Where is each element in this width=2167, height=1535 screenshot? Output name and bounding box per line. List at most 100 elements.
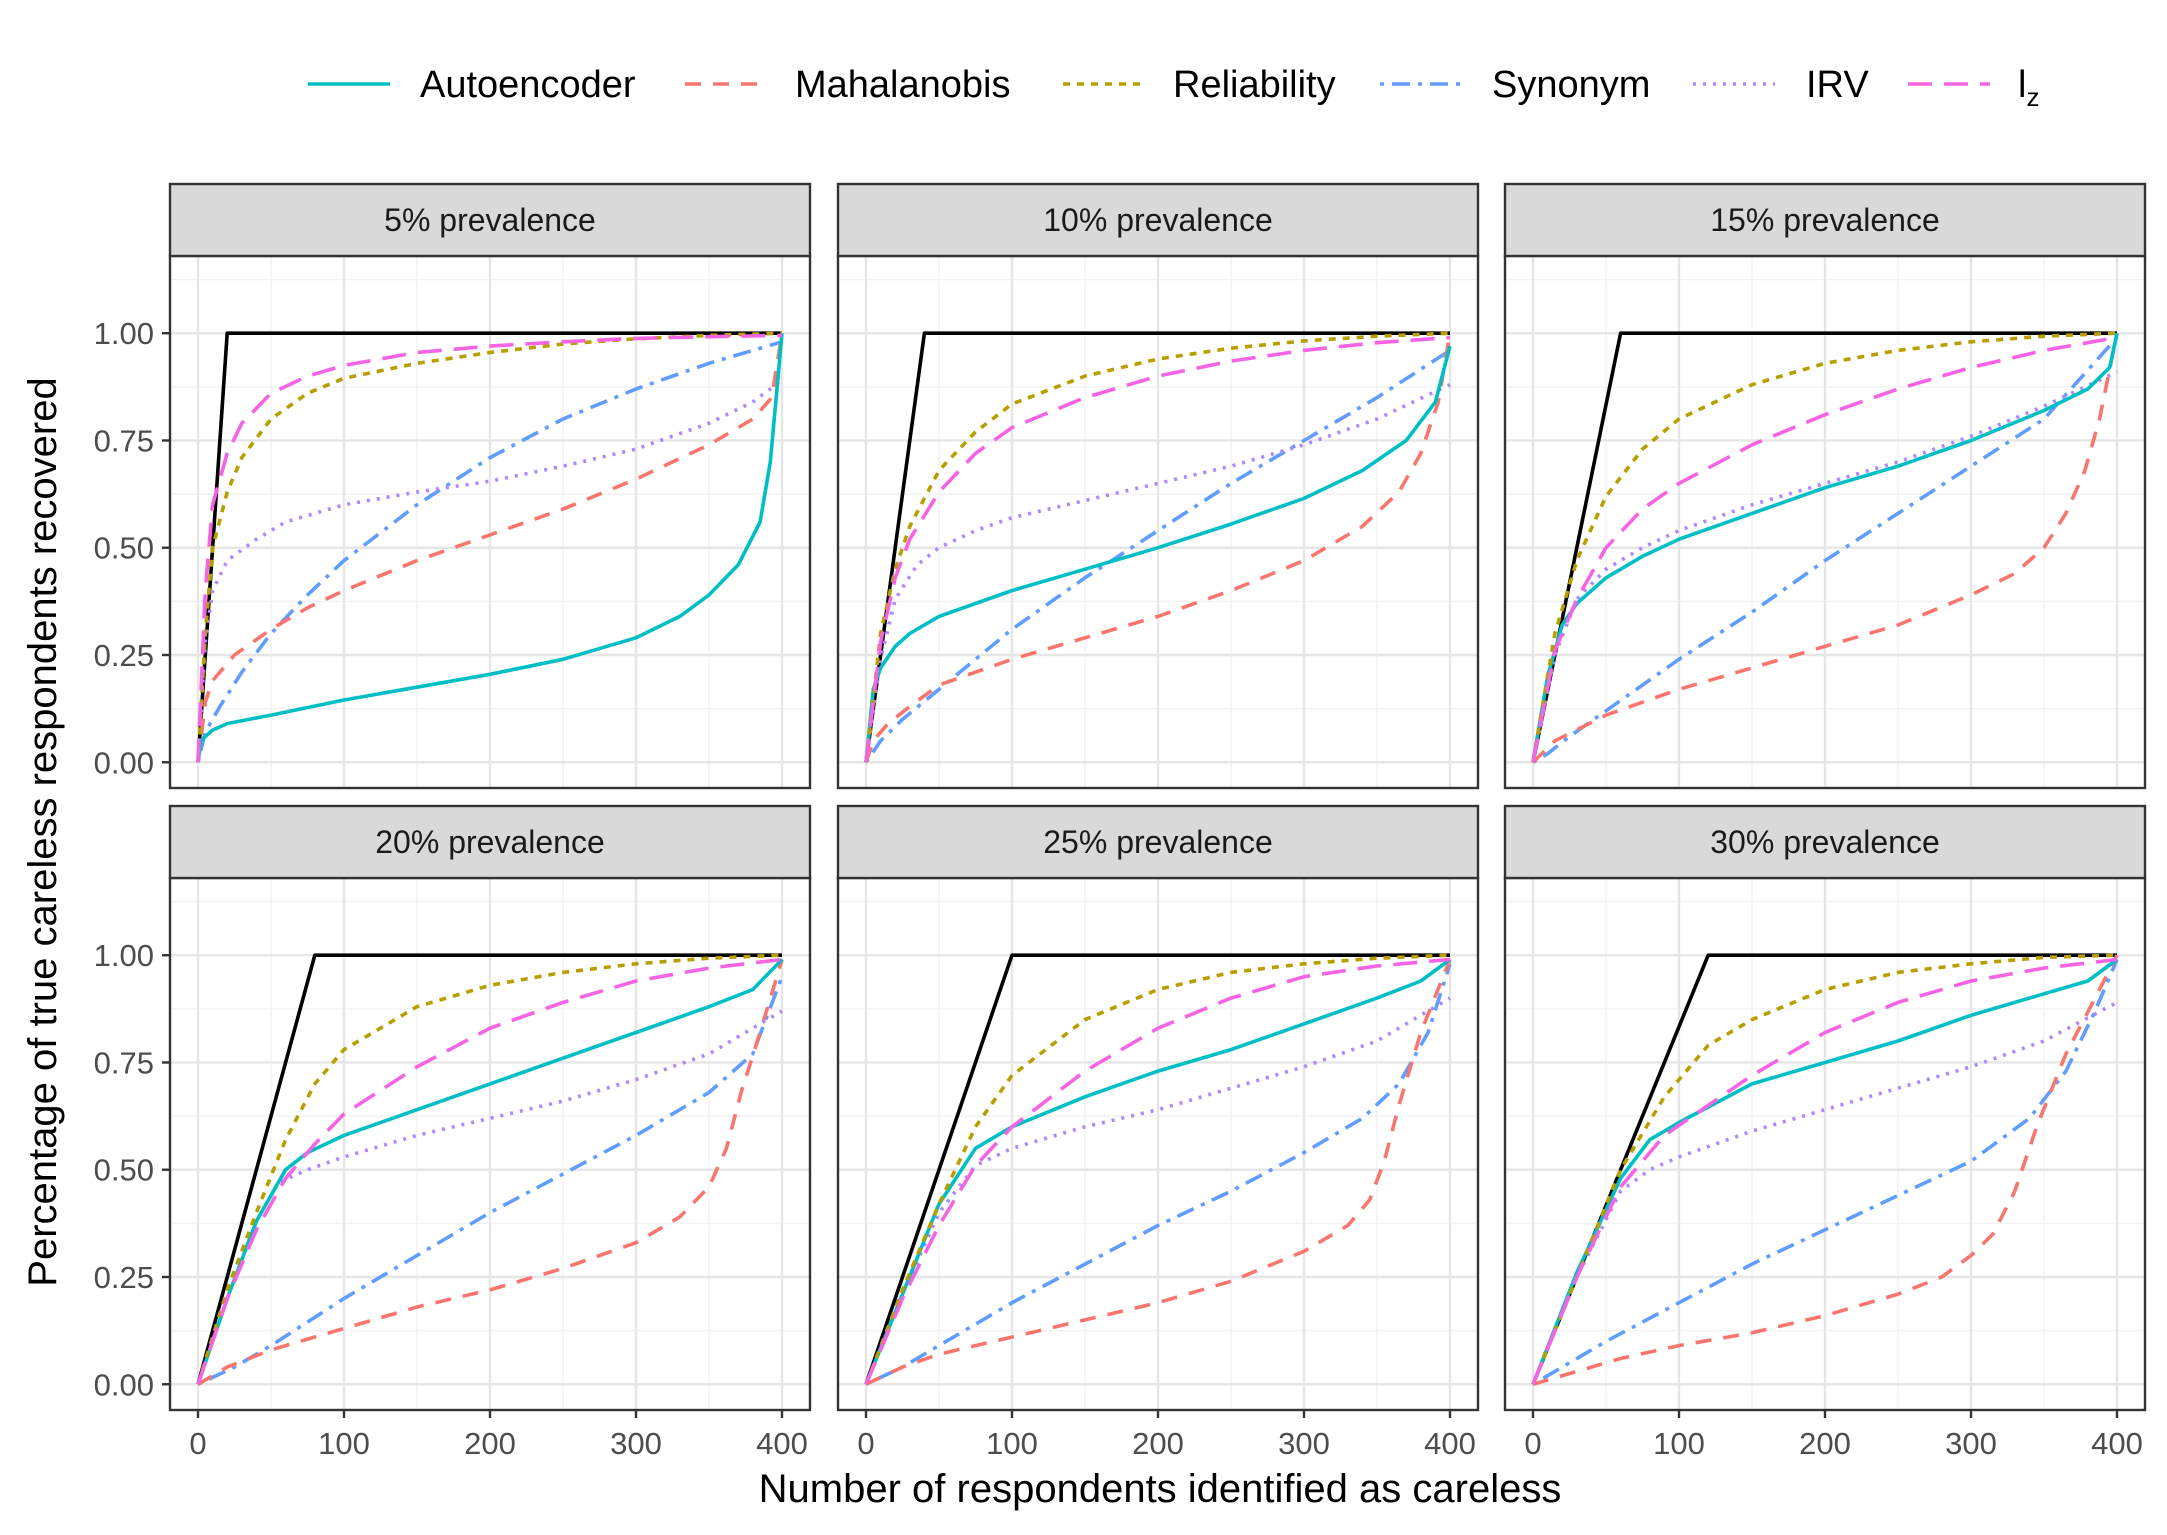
y-tick-label: 0.50: [94, 531, 154, 566]
series-line-autoencoder: [864, 958, 1452, 1385]
legend: Autoencoder Mahalanobis Reliability Synonym…: [308, 64, 2039, 112]
facet-strip-label: 30% prevalence: [1710, 824, 1939, 860]
x-tick-label: 200: [464, 1426, 516, 1461]
series-line-irv: [864, 996, 1451, 1385]
panel-grid: [838, 878, 1478, 1410]
x-tick-label: 400: [756, 1426, 808, 1461]
series-line-mahalanobis: [197, 958, 784, 1386]
facet-strip-label: 20% prevalence: [375, 824, 604, 860]
series-line-irv: [1531, 370, 2118, 763]
y-tick-label: 0.75: [94, 423, 154, 458]
x-tick-label: 100: [1653, 1426, 1705, 1461]
series-line-reliability: [196, 953, 783, 1385]
legend-label-lz: lz: [2018, 64, 2039, 112]
facet-strip: [836, 804, 1480, 880]
facet-strip-label: 15% prevalence: [1710, 202, 1939, 238]
series-line-autoencoder: [864, 345, 1452, 763]
reference-line: [1531, 331, 2117, 763]
legend-item-reliability: Reliability: [1063, 64, 1336, 106]
facet-strip: [836, 182, 1480, 258]
x-tick-label: 200: [1132, 1426, 1184, 1461]
x-axis-title: Number of respondents identified as care…: [759, 1467, 1562, 1511]
panel-lines: [196, 953, 784, 1386]
panel-5: 25% prevalence 0 100 200 300 400: [836, 804, 1480, 1461]
series-line-lz: [196, 333, 783, 763]
y-tick-label: 0.25: [94, 638, 154, 673]
series-line-mahalanobis: [196, 332, 784, 763]
legend-item-autoencoder: Autoencoder: [308, 64, 636, 106]
x-tick-label: 0: [857, 1426, 874, 1461]
panel-lines: [1531, 331, 2119, 764]
series-line-synonym: [1532, 336, 2119, 764]
series-line-reliability: [1531, 953, 2118, 1385]
x-tick-label: 0: [189, 1426, 206, 1461]
panel-grid: [838, 256, 1478, 788]
series-line-reliability: [1531, 331, 2118, 763]
legend-label-mahalanobis: Mahalanobis: [795, 64, 1010, 106]
x-tick-label: 400: [2091, 1426, 2143, 1461]
series-line-autoencoder: [196, 958, 784, 1385]
panels: 5% prevalence 0.00 0.25 0.50 0.75 1.00 10% pre…: [94, 182, 2147, 1461]
x-tick-label: 400: [1424, 1426, 1476, 1461]
series-line-lz: [864, 957, 1451, 1386]
legend-item-mahalanobis: Mahalanobis: [685, 64, 1010, 106]
series-line-lz: [1531, 335, 2118, 763]
legend-label-synonym: Synonym: [1492, 64, 1650, 106]
series-line-mahalanobis: [864, 332, 1452, 763]
legend-label-reliability: Reliability: [1173, 64, 1336, 106]
series-line-synonym: [864, 348, 1451, 764]
facet-strip-label: 25% prevalence: [1043, 824, 1272, 860]
y-tick-label: 0.25: [94, 1260, 154, 1295]
y-axis-title: Percentage of true careless respondents …: [21, 377, 65, 1286]
series-line-autoencoder: [196, 333, 784, 763]
legend-label-irv: IRV: [1806, 64, 1869, 106]
facet-strip: [168, 804, 812, 880]
series-line-autoencoder: [1531, 958, 2119, 1385]
y-tick-label: 0.75: [94, 1045, 154, 1080]
axis-titles: Number of respondents identified as care…: [21, 377, 1561, 1511]
legend-label-autoencoder: Autoencoder: [420, 64, 636, 106]
series-line-lz: [196, 957, 783, 1385]
x-tick-label: 300: [1278, 1426, 1330, 1461]
panel-6: 30% prevalence 0 100 200 300 400: [1503, 804, 2147, 1461]
series-line-reliability: [864, 331, 1451, 763]
series-line-reliability: [196, 331, 783, 763]
y-tick-label: 1.00: [94, 316, 154, 351]
reference-line: [864, 953, 1450, 1385]
facet-strip-label: 5% prevalence: [384, 202, 596, 238]
reference-line: [196, 953, 782, 1385]
x-tick-label: 200: [1799, 1426, 1851, 1461]
x-tick-label: 300: [610, 1426, 662, 1461]
panel-lines: [196, 331, 784, 763]
x-tick-label: 100: [318, 1426, 370, 1461]
series-line-synonym: [1532, 958, 2119, 1386]
series-line-reliability: [864, 953, 1451, 1385]
y-tick-label: 0.00: [94, 1367, 154, 1402]
panel-3: 15% prevalence: [1503, 182, 2147, 790]
series-line-lz: [864, 335, 1451, 763]
y-tick-label: 0.00: [94, 745, 154, 780]
legend-item-synonym: Synonym: [1380, 64, 1650, 106]
series-line-synonym: [865, 963, 1452, 1386]
panel-1: 5% prevalence 0.00 0.25 0.50 0.75 1.00: [94, 182, 812, 790]
series-line-mahalanobis: [1532, 954, 2119, 1387]
panel-4: 20% prevalence 0.00 0.25 0.50 0.75 1.00 0 100 20…: [94, 804, 812, 1461]
facet-strip: [1503, 804, 2147, 880]
legend-item-irv: IRV: [1693, 64, 1869, 106]
series-line-mahalanobis: [865, 958, 1452, 1386]
facet-strip: [168, 182, 812, 258]
panel-2: 10% prevalence: [836, 182, 1480, 790]
series-line-lz: [1531, 957, 2118, 1385]
panel-lines: [864, 331, 1452, 764]
series-line-synonym: [197, 976, 784, 1386]
x-tick-label: 0: [1524, 1426, 1541, 1461]
legend-item-lz: lz: [1908, 64, 2039, 112]
facet-strip: [1503, 182, 2147, 258]
y-tick-label: 1.00: [94, 938, 154, 973]
series-line-mahalanobis: [1531, 332, 2119, 764]
x-tick-label: 300: [1945, 1426, 1997, 1461]
legend-label-sub: z: [2026, 82, 2039, 112]
panel-grid: [170, 878, 810, 1410]
